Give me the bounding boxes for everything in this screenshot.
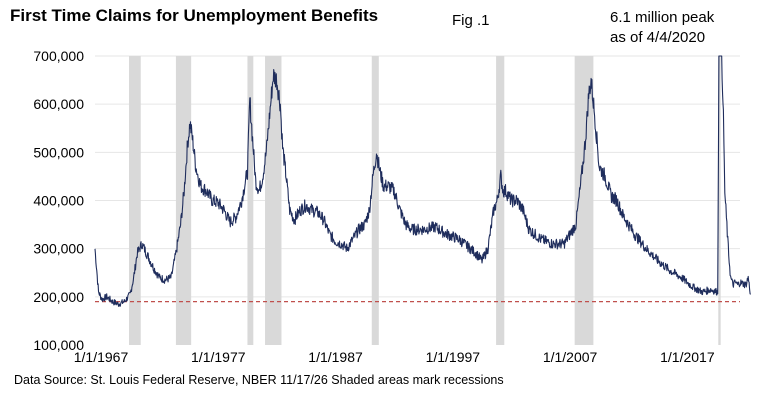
series-group <box>94 55 752 307</box>
chart-title: First Time Claims for Unemployment Benef… <box>10 6 379 25</box>
y-tick-label: 600,000 <box>33 96 84 112</box>
peak-annotation: 6.1 million peak as of 4/4/2020 <box>610 8 714 48</box>
gridlines <box>95 55 740 298</box>
peak-annotation-line2: as of 4/4/2020 <box>610 29 706 46</box>
y-tick-label: 700,000 <box>33 48 84 64</box>
x-tick-label: 1/1/1987 <box>308 349 363 365</box>
recession-band <box>175 56 192 345</box>
y-tick-label: 100,000 <box>33 337 84 353</box>
peak-annotation-line1: 6.1 million peak <box>610 9 715 26</box>
x-tick-label: 1/1/2007 <box>543 349 598 365</box>
x-axis-ticks: 1/1/1967 1/1/1977 1/1/1987 1/1/1997 1/1/2007… <box>74 349 715 365</box>
recession-band <box>718 56 721 345</box>
y-tick-label: 300,000 <box>33 241 84 257</box>
recession-band <box>496 56 505 345</box>
y-axis-ticks: 100,000 200,000 300,000 400,000 500,000 600,0… <box>33 48 84 353</box>
recession-band <box>247 56 254 345</box>
recession-bands <box>129 56 721 345</box>
recession-band <box>129 56 141 345</box>
x-tick-label: 1/1/1997 <box>426 349 481 365</box>
y-tick-label: 400,000 <box>33 193 84 209</box>
y-tick-label: 500,000 <box>33 144 84 160</box>
figure-label: Fig .1 <box>452 12 490 29</box>
x-tick-label: 1/1/2017 <box>660 349 715 365</box>
x-tick-label: 1/1/1977 <box>191 349 246 365</box>
y-tick-label: 200,000 <box>33 289 84 305</box>
recession-band <box>574 56 594 345</box>
series-line-initial-claims <box>94 55 752 307</box>
x-tick-label: 1/1/1967 <box>74 349 129 365</box>
recession-band <box>371 56 379 345</box>
source-note: Data Source: St. Louis Federal Reserve, … <box>14 373 504 387</box>
